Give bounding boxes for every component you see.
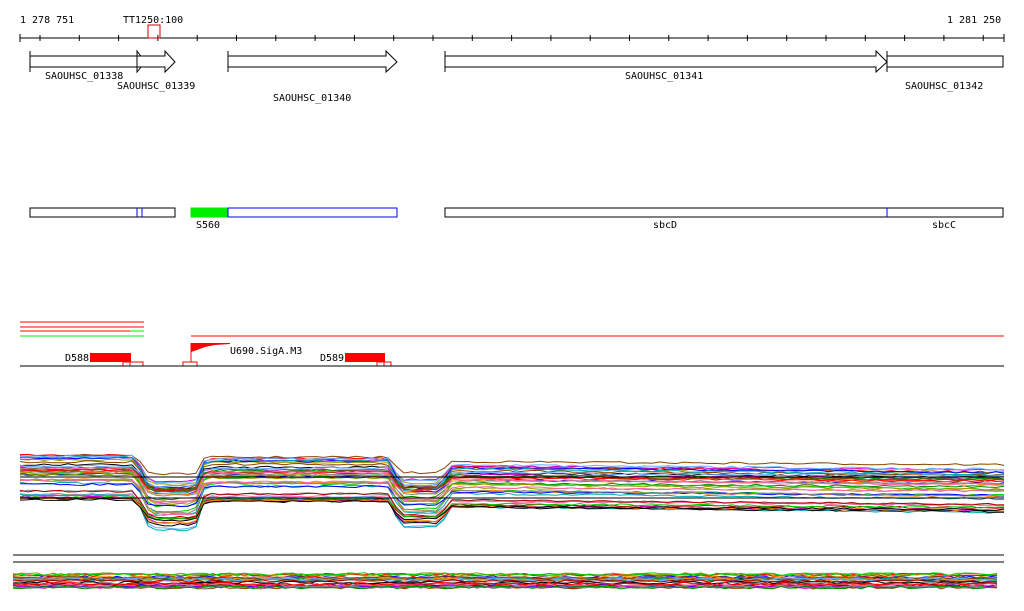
annotation-track: S560 sbcD sbcC xyxy=(29,207,1004,231)
expression-line xyxy=(19,498,1005,522)
d589-label: D589 xyxy=(320,353,344,364)
d589-block[interactable] xyxy=(345,353,385,362)
expression-line xyxy=(19,460,1005,490)
expression-profile-track-2 xyxy=(12,572,998,590)
gene-arrow-01340[interactable]: SAOUHSC_01340 xyxy=(227,49,398,104)
gene-label: SAOUHSC_01342 xyxy=(905,81,983,92)
expression-line xyxy=(12,585,997,590)
gene-label: SAOUHSC_01338 xyxy=(45,71,123,82)
expression-profile-track xyxy=(19,453,1005,532)
gene-label: SAOUHSC_01340 xyxy=(273,93,351,104)
annotation-label: sbcD xyxy=(653,220,677,231)
gene-arrow-01339[interactable]: SAOUHSC_01339 xyxy=(117,49,195,92)
ruler-end-label: 1 281 250 xyxy=(947,15,1001,26)
expression-line xyxy=(19,478,1005,513)
u690-label: U690.SigA.M3 xyxy=(230,346,302,357)
d588-label: D588 xyxy=(65,353,89,364)
feature-track: D588 U690.SigA.M3 D589 xyxy=(20,321,1004,367)
expression-line xyxy=(19,467,1004,504)
expression-line xyxy=(19,494,1005,521)
expression-line xyxy=(19,493,1005,517)
marker-box[interactable] xyxy=(147,24,161,39)
annotation-box[interactable] xyxy=(227,207,398,218)
expression-line xyxy=(12,578,998,583)
expression-line xyxy=(19,478,1005,504)
gene-label: SAOUHSC_01341 xyxy=(625,71,703,82)
expression-line xyxy=(19,453,1005,476)
gene-label: SAOUHSC_01339 xyxy=(117,81,195,92)
expression-line xyxy=(19,478,1005,514)
annotation-box[interactable] xyxy=(29,207,176,218)
gene-track: SAOUHSC_01338 SAOUHSC_01339 SAOUHSC_0134… xyxy=(29,49,1004,104)
expression-line xyxy=(19,489,1005,519)
annotation-label: S560 xyxy=(196,220,220,231)
expression-line xyxy=(20,456,1005,489)
s560-box[interactable] xyxy=(190,207,229,218)
expression-line xyxy=(19,464,1005,488)
expression-line xyxy=(19,456,1005,483)
d588-block[interactable] xyxy=(90,353,131,362)
coordinate-ruler: 1 278 751 1 281 250 TT1250:100 xyxy=(19,15,1005,42)
expression-line xyxy=(12,575,998,580)
expression-line xyxy=(12,581,998,586)
expression-line xyxy=(19,473,1005,506)
expression-line xyxy=(19,456,1005,493)
sbcD-sbcC-box[interactable] xyxy=(444,207,1004,218)
expression-line xyxy=(12,572,998,577)
u690-flag[interactable] xyxy=(191,343,230,352)
gene-arrow-01341[interactable]: SAOUHSC_01341 xyxy=(444,49,888,82)
gene-arrow-01338[interactable]: SAOUHSC_01338 xyxy=(29,49,146,82)
expression-line xyxy=(19,496,1005,527)
marker-label: TT1250:100 xyxy=(123,15,183,26)
ruler-start-label: 1 278 751 xyxy=(20,15,74,26)
expression-line xyxy=(19,467,1005,491)
expression-line xyxy=(19,454,1005,484)
annotation-label: sbcC xyxy=(932,220,956,231)
expression-line xyxy=(12,577,998,582)
gene-arrow-01342[interactable]: SAOUHSC_01342 xyxy=(886,51,1004,92)
